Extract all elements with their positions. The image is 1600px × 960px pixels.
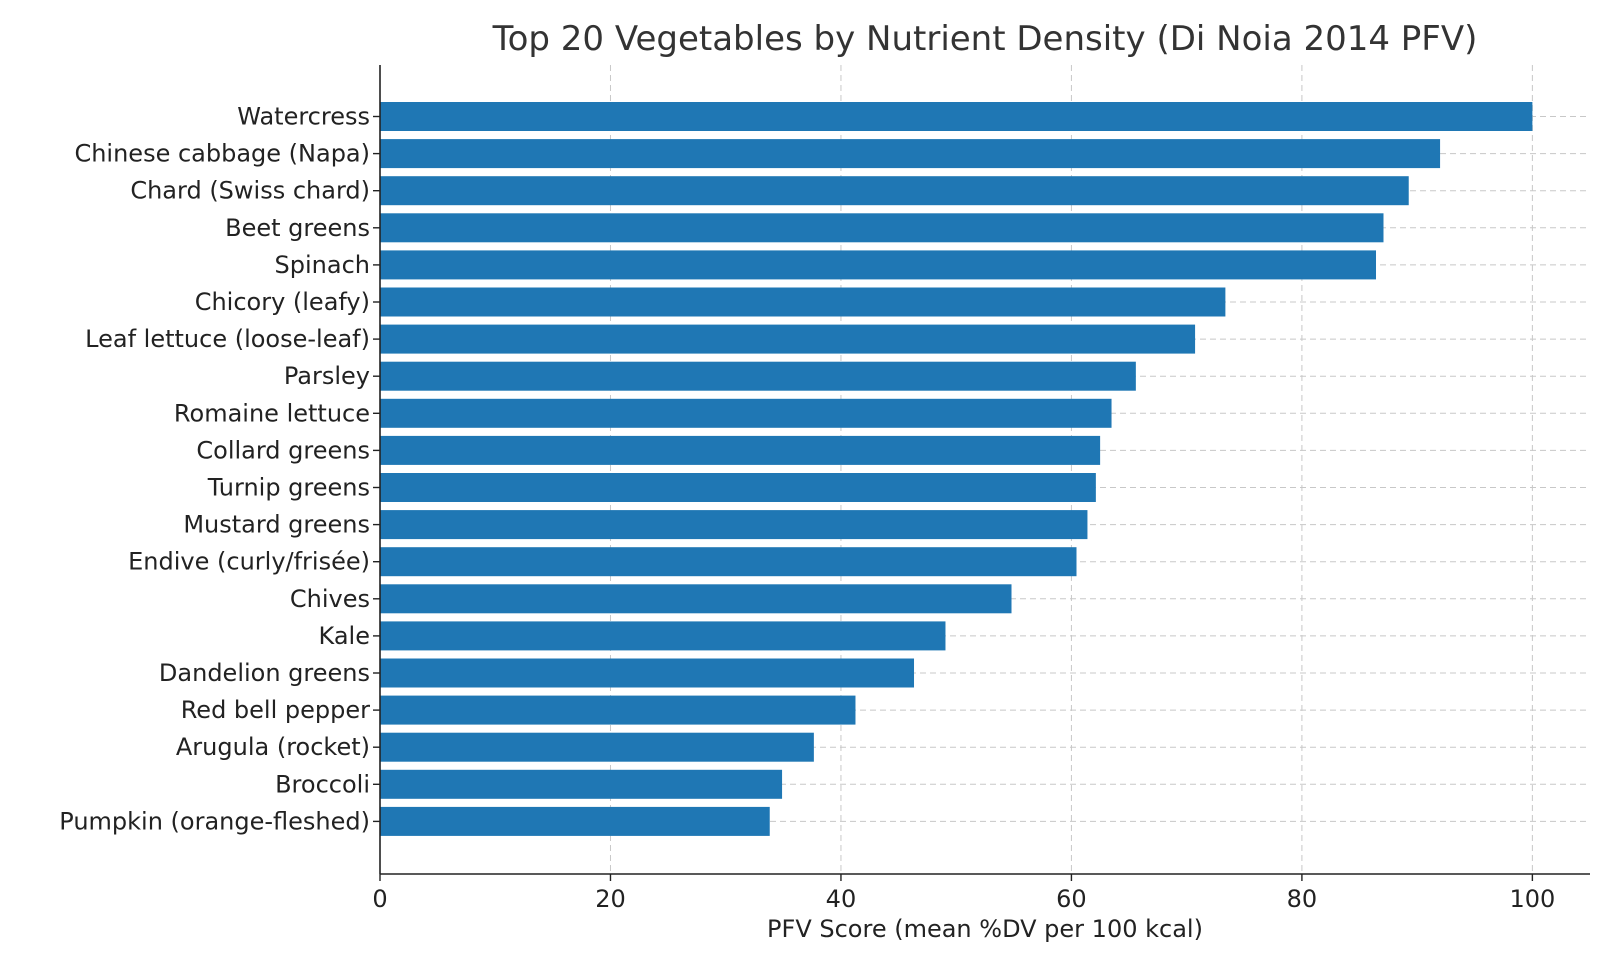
x-tick-label: 60 [1056,885,1087,913]
bar-layer [380,102,1533,836]
bar-8 [380,361,1136,391]
x-axis-label: PFV Score (mean %DV per 100 kcal) [767,915,1203,943]
bar-4 [380,213,1384,243]
category-label: Parsley [284,362,370,390]
category-label: Collard greens [196,436,370,464]
x-axis-ticks: 0 20 40 60 80 100 [372,874,1555,913]
category-label: Broccoli [275,770,370,798]
category-label: Spinach [275,251,370,279]
category-label: Chicory (leafy) [195,288,370,316]
category-label: Red bell pepper [181,696,370,724]
bar-10 [380,435,1101,465]
x-tick-label: 80 [1287,885,1318,913]
x-tick-label: 0 [372,885,387,913]
x-tick-label: 100 [1509,885,1555,913]
category-label: Endive (curly/frisée) [128,548,370,576]
bar-9 [380,398,1112,428]
bar-16 [380,658,915,688]
bar-18 [380,732,814,762]
bar-17 [380,695,856,725]
category-label: Mustard greens [183,511,370,539]
category-label: Turnip greens [207,474,370,502]
bar-20 [380,806,770,836]
category-label: Romaine lettuce [174,399,370,427]
bar-13 [380,547,1077,577]
x-tick-label: 20 [595,885,626,913]
bar-7 [380,324,1196,354]
bar-14 [380,584,1012,614]
bar-15 [380,621,946,651]
bar-2 [380,139,1441,169]
chart-title: Top 20 Vegetables by Nutrient Density (D… [492,19,1478,59]
category-label: Watercress [237,103,370,131]
category-label: Pumpkin (orange-fleshed) [59,807,370,835]
bar-3 [380,176,1409,206]
category-label: Leaf lettuce (loose-leaf) [85,325,370,353]
bar-11 [380,473,1096,502]
bar-5 [380,250,1377,280]
bar-1 [380,102,1533,131]
category-label: Chinese cabbage (Napa) [74,140,370,168]
category-labels: Watercress Chinese cabbage (Napa) Chard (S… [59,103,380,835]
category-label: Beet greens [225,214,370,242]
bar-19 [380,769,783,799]
category-label: Dandelion greens [159,659,370,687]
bar-6 [380,287,1226,317]
x-tick-label: 40 [826,885,857,913]
category-label: Arugula (rocket) [176,733,370,761]
category-label: Kale [319,622,370,650]
category-label: Chard (Swiss chard) [130,177,370,205]
category-label: Chives [290,585,370,613]
bar-12 [380,510,1088,540]
